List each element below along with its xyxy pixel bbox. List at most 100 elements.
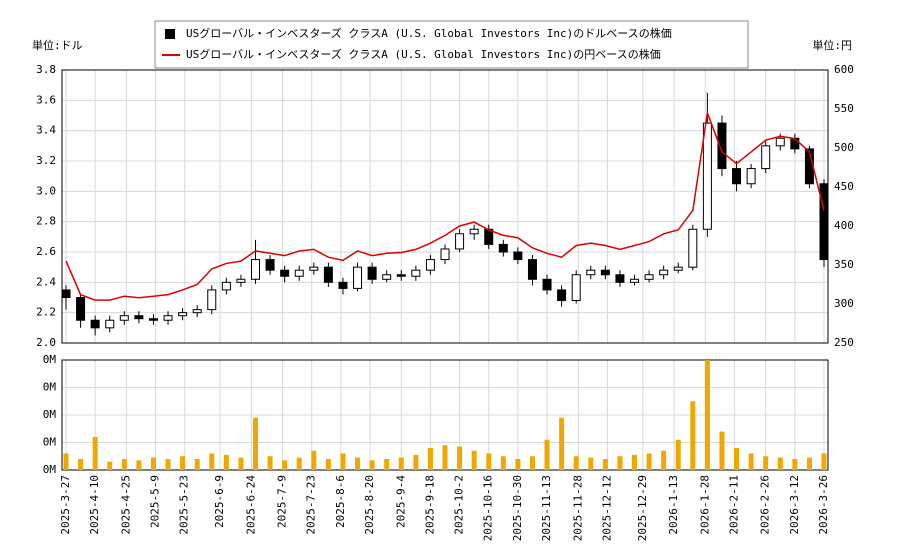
legend-box xyxy=(154,20,749,69)
volume-bar xyxy=(719,431,725,470)
x-tick-label: 2026-2-26 xyxy=(759,475,772,535)
volume-bar xyxy=(821,453,827,470)
volume-bar xyxy=(253,417,258,470)
x-tick-label: 2025-9-18 xyxy=(423,475,436,535)
volume-bar xyxy=(369,460,375,470)
x-tick-label: 2025-6-9 xyxy=(213,475,226,528)
y-axis-label: 単位:ドル xyxy=(32,38,83,52)
volume-bar xyxy=(238,457,244,470)
volume-bar xyxy=(325,459,331,470)
candle-body xyxy=(557,289,567,302)
candle-body xyxy=(630,278,639,283)
volume-bar xyxy=(136,460,142,470)
x-tick-label: 2026-1-28 xyxy=(698,475,711,535)
x-tick-label: 2025-10-30 xyxy=(511,475,524,541)
candle-body xyxy=(717,122,727,170)
y-tick-label: 2.0 xyxy=(36,336,56,349)
volume-bar xyxy=(282,460,288,470)
candle-body xyxy=(761,145,771,170)
x-tick-label: 2025-5-9 xyxy=(149,475,162,528)
candle-body xyxy=(280,269,290,277)
candle-body xyxy=(367,266,377,280)
volume-bar xyxy=(690,401,696,470)
volume-bar xyxy=(121,459,127,470)
candle-body xyxy=(76,297,86,321)
candle-body xyxy=(251,259,260,280)
volume-bar xyxy=(632,454,637,470)
volume-bar xyxy=(355,457,361,470)
y2-tick-label: 500 xyxy=(834,141,854,154)
volume-bar xyxy=(763,456,769,470)
candle-body xyxy=(571,274,581,302)
candle-body xyxy=(105,319,115,329)
candle-body xyxy=(732,168,742,185)
volume-bar xyxy=(602,459,608,470)
y2-tick-label: 600 xyxy=(834,63,854,76)
y-tick-label: 2.6 xyxy=(36,245,56,258)
x-tick-label: 2025-11-28 xyxy=(571,475,584,541)
y-tick-label: 2.2 xyxy=(36,306,56,319)
candle-body xyxy=(207,289,217,311)
candle-body xyxy=(148,318,158,321)
candle-body xyxy=(440,248,450,261)
candle-body xyxy=(659,269,669,276)
y-tick-label: 2.4 xyxy=(36,275,56,288)
volume-bar xyxy=(150,457,156,470)
y-tick-label: 3.2 xyxy=(36,154,56,167)
y2-axis-label: 単位:円 xyxy=(812,38,852,52)
candle-body xyxy=(688,228,698,268)
candle-body xyxy=(309,266,319,271)
y-tick-label: 0M xyxy=(43,463,57,476)
y2-tick-label: 250 xyxy=(834,336,854,349)
y-tick-label: 0M xyxy=(43,408,57,421)
volume-bar xyxy=(165,459,171,470)
x-tick-label: 2025-3-27 xyxy=(59,475,72,535)
candle-body xyxy=(542,278,552,291)
volume-bar xyxy=(78,459,84,470)
volume-bar xyxy=(209,453,215,470)
x-tick-label: 2025-10-16 xyxy=(482,475,495,541)
y-tick-label: 3.0 xyxy=(36,184,56,197)
volume-bar xyxy=(515,459,521,470)
volume-bar xyxy=(107,461,113,470)
y-tick-label: 3.4 xyxy=(36,124,56,137)
volume-bar xyxy=(544,439,550,470)
volume-bar xyxy=(704,360,710,470)
candle-body xyxy=(586,269,596,276)
candle-body xyxy=(498,243,508,253)
x-tick-label: 2025-7-9 xyxy=(276,475,289,528)
candle-body xyxy=(323,266,333,283)
candle-body xyxy=(192,309,202,314)
candle-body xyxy=(600,269,610,276)
volume-bar xyxy=(806,457,812,470)
y-tick-label: 2.8 xyxy=(36,215,56,228)
volume-bar xyxy=(661,450,667,470)
volume-bar xyxy=(457,446,463,470)
candle-body xyxy=(746,168,756,185)
candle-body xyxy=(644,274,654,280)
x-tick-label: 2026-2-11 xyxy=(727,475,740,535)
legend-label: USグローバル・インベスターズ クラスA (U.S. Global Invest… xyxy=(186,26,672,40)
candle-body xyxy=(775,137,785,147)
candle-body xyxy=(178,312,188,317)
y-tick-label: 0M xyxy=(43,353,57,366)
x-tick-label: 2025-12-29 xyxy=(636,475,649,541)
candle-body xyxy=(469,228,479,235)
volume-bar xyxy=(427,448,433,470)
legend-swatch xyxy=(165,29,175,39)
price-line xyxy=(65,109,825,301)
volume-bar xyxy=(311,450,317,470)
volume-bar xyxy=(559,417,565,470)
volume-bar xyxy=(398,457,404,470)
candle-body xyxy=(134,315,144,320)
x-tick-label: 2025-4-10 xyxy=(88,475,101,535)
volume-bar xyxy=(675,439,681,470)
candle-body xyxy=(425,259,435,271)
x-tick-label: 2026-1-13 xyxy=(667,475,680,535)
candle-body xyxy=(411,269,421,277)
volume-bar xyxy=(194,459,200,470)
volume-bar xyxy=(340,453,346,470)
candle-body xyxy=(119,315,129,321)
volume-bar xyxy=(296,457,302,470)
